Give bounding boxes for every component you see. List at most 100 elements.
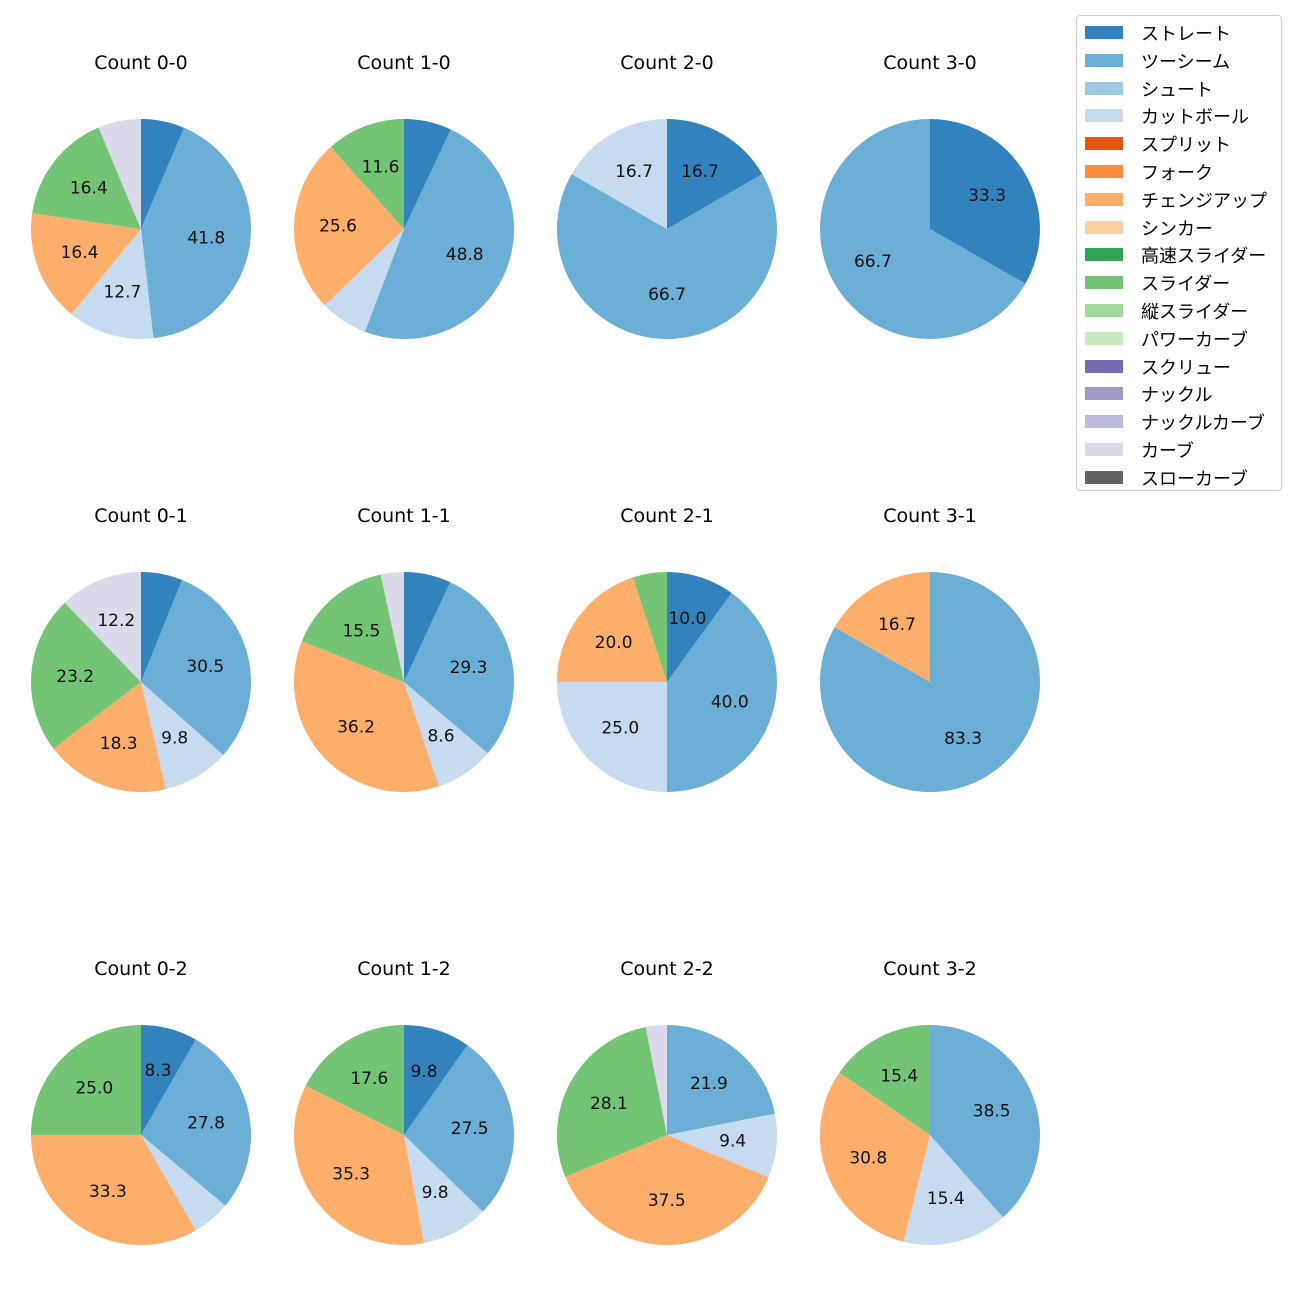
pie-title: Count 3-0 [883,52,977,74]
legend-label: 縦スライダー [1141,301,1249,323]
legend-label: カットボール [1141,107,1249,129]
legend-swatch [1085,81,1123,95]
slice-label: 16.4 [70,179,108,199]
pie-count-3-0: Count 3-0 33.3 66.7 [820,52,1041,339]
slice-label: 21.9 [690,1074,728,1094]
legend-swatch [1085,387,1123,401]
pie-slice [71,229,154,340]
pie-count-0-0: Count 0-041.812.716.416.4 [31,52,252,340]
legend-swatch [1085,164,1123,178]
slice-label: 11.6 [362,157,400,177]
slice-label: 10.0 [668,609,706,629]
pie-count-1-1: Count 1-1 29.3 8.6 36.2 15.5 [293,505,515,793]
slice-label: 48.8 [446,245,484,265]
pie-slice [557,577,667,682]
legend-swatch [1085,192,1123,206]
slice-label: 29.3 [450,658,488,678]
legend-label: スローカーブ [1141,468,1248,490]
slice-label: 83.3 [944,729,982,749]
pie-slice [667,1113,777,1178]
legend-swatch [1085,109,1123,123]
pie-title: Count 1-2 [357,958,451,980]
legend-item: スプリット [1077,129,1281,157]
pie-slice [556,1027,667,1177]
pie-count-3-2: Count 3-2 38.5 15.4 30.8 15.4 [819,958,1041,1245]
pie-slice [930,119,1041,284]
legend-item: スクリュー [1077,352,1281,380]
legend-swatch [1085,331,1123,345]
pie-title: Count 2-0 [620,52,714,74]
slice-label: 15.4 [927,1189,965,1209]
legend-swatch [1085,442,1123,456]
pie-title: Count 2-1 [620,505,714,527]
slice-label: 27.8 [187,1113,225,1133]
pie-title: Count 2-2 [620,958,714,980]
slice-label: 33.3 [968,186,1006,206]
legend-item: パワーカーブ [1077,324,1281,352]
slice-label: 23.2 [56,667,94,687]
pie-slice [834,572,930,682]
legend-item: チェンジアップ [1077,185,1281,213]
pie-slice [141,1135,226,1231]
pie-slice [667,593,778,792]
pie-slice [293,640,440,793]
pie-slice [98,119,141,229]
pie-slice [819,572,1040,792]
legend-label: カーブ [1141,440,1194,462]
legend-swatch [1085,415,1123,429]
pie-count-2-0: Count 2-0 16.7 66.7 16.7 [556,52,777,340]
pie-slice [141,579,251,756]
slice-label: 8.3 [144,1061,171,1081]
legend-label: スライダー [1141,274,1231,296]
legend-item: スローカーブ [1077,463,1281,491]
slice-label: 40.0 [711,692,749,712]
pie-slice [633,572,667,682]
pie-slice [141,572,183,682]
pie-title: Count 0-2 [94,958,188,980]
pie-title: Count 3-2 [883,958,977,980]
slice-label: 16.7 [681,162,719,182]
slice-label: 25.6 [319,217,357,237]
pie-slice [141,119,185,229]
pie-slice [839,1025,930,1135]
legend-label: ストレート [1141,24,1231,45]
slice-label: 16.7 [878,615,916,635]
legend-swatch [1085,276,1123,290]
legend-label: ナックル [1141,385,1213,407]
pie-slice [301,574,404,682]
pie-count-1-2: Count 1-2 9.8 27.5 9.8 35.3 17.6 [294,958,514,1245]
legend-label: スプリット [1141,135,1231,157]
slice-label: 16.4 [61,243,99,263]
legend-label: パワーカーブ [1141,329,1248,351]
pie-slice [141,682,224,790]
legend-item: フォーク [1077,157,1281,185]
slice-label: 41.8 [187,229,225,249]
legend-item: ナックルカーブ [1077,407,1281,435]
legend-label: チェンジアップ [1141,190,1267,212]
legend-swatch [1085,303,1123,317]
chart-legend: ストレート ツーシーム シュート カットボール スプリット フォーク チェンジアップ シンカー… [1076,15,1282,491]
slice-label: 8.6 [427,727,454,747]
pie-slice [330,119,404,229]
legend-item: ツーシーム [1077,46,1281,74]
pie-slice [667,572,732,682]
slice-label: 9.8 [161,729,188,749]
pie-slice [141,127,252,339]
pie-slice [903,1135,1003,1245]
pie-slice [645,1025,667,1135]
slice-label: 38.5 [973,1102,1011,1122]
slice-label: 28.1 [590,1094,628,1114]
pie-slice [380,572,404,682]
pie-title: Count 0-1 [94,505,188,527]
pie-slice [141,1039,251,1206]
pie-slice [404,572,451,682]
legend-label: 高速スライダー [1141,246,1267,268]
slice-label: 35.3 [332,1165,370,1185]
slice-label: 27.5 [451,1119,489,1139]
pie-slice [324,229,404,332]
legend-swatch [1085,359,1123,373]
legend-label: ナックルカーブ [1141,413,1265,435]
pie-slice [32,127,141,229]
pie-slice [294,146,404,306]
